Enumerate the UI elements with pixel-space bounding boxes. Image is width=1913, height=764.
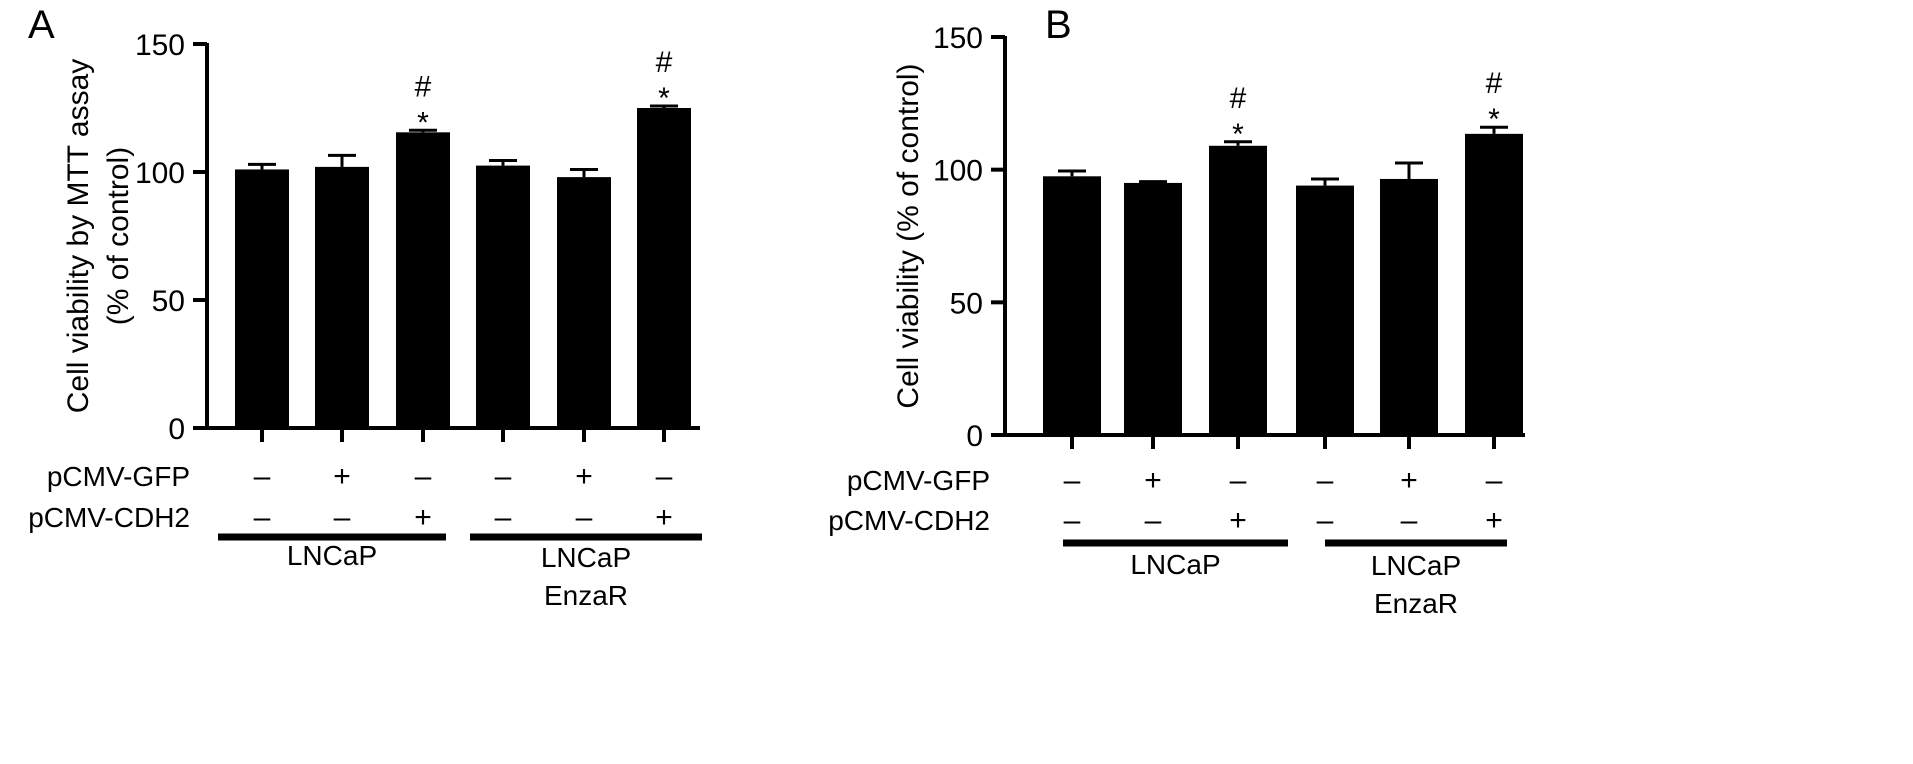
- minus-sign: –: [576, 501, 593, 534]
- minus-sign: –: [656, 460, 673, 493]
- plus-sign: +: [655, 501, 673, 534]
- panel-label: A: [28, 3, 55, 47]
- bar: [1209, 145, 1267, 435]
- row-label: pCMV-CDH2: [828, 505, 990, 536]
- bar: [1380, 178, 1438, 435]
- plus-sign: +: [1144, 464, 1162, 497]
- group-label: LNCaP: [1130, 549, 1220, 580]
- minus-sign: –: [495, 501, 512, 534]
- asterisk-marker: *: [1488, 103, 1500, 136]
- bar: [1465, 133, 1523, 435]
- bar: [1124, 182, 1182, 435]
- group-label: EnzaR: [544, 580, 628, 611]
- minus-sign: –: [1401, 504, 1418, 537]
- asterisk-marker: *: [1232, 118, 1244, 151]
- plus-sign: +: [414, 501, 432, 534]
- group-label: LNCaP: [1371, 550, 1461, 581]
- y-axis-title: (% of control): [102, 147, 135, 325]
- hash-marker: #: [656, 46, 673, 79]
- y-tick-label: 0: [168, 413, 185, 446]
- minus-sign: –: [415, 460, 432, 493]
- hash-marker: #: [1486, 67, 1503, 100]
- bar: [557, 177, 611, 428]
- hash-marker: #: [415, 70, 432, 103]
- bar: [476, 165, 530, 428]
- plus-sign: +: [1400, 464, 1418, 497]
- y-tick-label: 150: [135, 29, 185, 62]
- minus-sign: –: [1064, 504, 1081, 537]
- y-axis-title: Cell viability by MTT assay: [62, 59, 95, 414]
- minus-sign: –: [1317, 504, 1334, 537]
- hash-marker: #: [1230, 82, 1247, 115]
- row-label: pCMV-CDH2: [28, 502, 190, 533]
- y-axis-title: Cell viability (% of control): [892, 63, 925, 408]
- plus-sign: +: [1229, 504, 1247, 537]
- minus-sign: –: [1230, 464, 1247, 497]
- plus-sign: +: [333, 460, 351, 493]
- minus-sign: –: [254, 501, 271, 534]
- asterisk-marker: *: [658, 82, 670, 115]
- group-label: EnzaR: [1374, 588, 1458, 619]
- row-label: pCMV-GFP: [847, 465, 990, 496]
- bar: [637, 108, 691, 428]
- bar: [1296, 185, 1354, 435]
- y-tick-label: 50: [152, 285, 185, 318]
- plus-sign: +: [575, 460, 593, 493]
- y-tick-label: 50: [950, 287, 983, 320]
- bar: [235, 169, 289, 428]
- group-label: LNCaP: [287, 540, 377, 571]
- minus-sign: –: [1317, 464, 1334, 497]
- minus-sign: –: [495, 460, 512, 493]
- minus-sign: –: [1064, 464, 1081, 497]
- row-label: pCMV-GFP: [47, 461, 190, 492]
- panel-b: B Cell viability (% of control) 0 50 100 150 #…: [828, 3, 1525, 619]
- minus-sign: –: [1145, 504, 1162, 537]
- bar: [1043, 176, 1101, 436]
- minus-sign: –: [1486, 464, 1503, 497]
- minus-sign: –: [254, 460, 271, 493]
- y-tick-label: 0: [966, 420, 983, 453]
- plus-sign: +: [1485, 504, 1503, 537]
- asterisk-marker: *: [417, 106, 429, 139]
- bar: [396, 132, 450, 428]
- y-tick-label: 100: [135, 157, 185, 190]
- bar: [315, 166, 369, 428]
- minus-sign: –: [334, 501, 351, 534]
- y-tick-label: 100: [933, 155, 983, 188]
- panel-label: B: [1045, 3, 1072, 47]
- group-label: LNCaP: [541, 542, 631, 573]
- y-tick-label: 150: [933, 22, 983, 55]
